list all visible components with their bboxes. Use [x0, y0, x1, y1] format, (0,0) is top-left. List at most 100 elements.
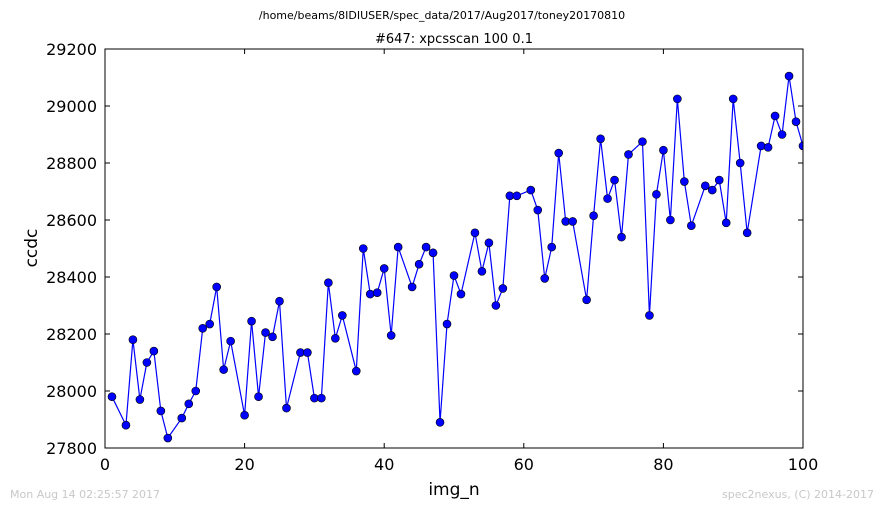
y-tick-label: 28800 — [46, 154, 97, 173]
data-point — [184, 399, 194, 409]
data-point — [721, 218, 731, 228]
y-tick-label: 28200 — [46, 325, 97, 344]
data-point — [687, 221, 696, 230]
y-tick-label: 29000 — [46, 97, 97, 116]
data-point — [582, 295, 591, 305]
y-tick-label: 28600 — [46, 211, 97, 230]
plot-area — [107, 71, 803, 443]
data-point — [379, 264, 389, 273]
data-point — [219, 365, 228, 374]
data-point — [491, 301, 501, 310]
data-point — [331, 333, 340, 343]
data-point — [624, 150, 633, 159]
data-point — [700, 181, 710, 191]
data-point — [477, 266, 487, 276]
y-tick-label: 28400 — [46, 268, 97, 287]
data-point — [142, 358, 152, 367]
data-point — [268, 332, 277, 342]
data-point — [610, 175, 619, 185]
data-point — [756, 141, 766, 151]
x-tick-label: 100 — [788, 455, 819, 474]
data-point — [770, 111, 780, 121]
data-point — [791, 117, 801, 126]
timestamp-footer: Mon Aug 14 02:25:57 2017 — [10, 488, 160, 501]
data-point — [338, 311, 347, 320]
data-point — [261, 328, 270, 337]
data-point — [484, 238, 494, 248]
data-point — [428, 248, 438, 258]
x-tick-label: 80 — [653, 455, 673, 474]
x-tick-label: 0 — [100, 455, 110, 474]
data-point — [414, 259, 424, 269]
axis-ticks: 0 20 40 60 80 100 27800 28000 28200 28400 28600 288… — [46, 40, 818, 474]
data-point — [121, 420, 131, 430]
data-point — [442, 319, 452, 329]
data-point — [680, 177, 689, 186]
data-point — [666, 215, 675, 225]
y-tick-label: 29200 — [46, 40, 97, 59]
data-point — [498, 284, 508, 293]
data-point — [547, 242, 557, 252]
data-point — [324, 278, 333, 288]
data-point — [407, 282, 417, 292]
data-point — [226, 336, 235, 346]
data-point — [714, 175, 724, 185]
x-tick-label: 20 — [234, 455, 254, 474]
data-point — [533, 205, 543, 215]
data-point — [707, 185, 717, 195]
chart-title: #647: xpcsscan 100 0.1 — [375, 32, 533, 47]
x-axis-label: img_n — [428, 480, 479, 500]
data-point — [735, 158, 745, 168]
data-point — [728, 94, 738, 104]
data-point — [303, 348, 312, 357]
data-point — [777, 130, 787, 139]
data-point — [596, 134, 605, 144]
x-tick-label: 40 — [374, 455, 394, 474]
credit-footer: spec2nexus, (C) 2014-2017 — [722, 488, 874, 501]
data-point — [659, 145, 668, 155]
data-point — [254, 392, 263, 402]
data-point — [512, 191, 522, 201]
data-point — [107, 392, 117, 402]
data-point — [393, 242, 403, 252]
plot-frame — [104, 48, 804, 449]
data-point — [212, 282, 221, 292]
data-point — [240, 410, 249, 420]
data-point — [135, 395, 145, 404]
suptitle: /home/beams/8IDIUSER/spec_data/2017/Aug2… — [259, 9, 625, 22]
data-point — [652, 190, 661, 199]
data-point — [554, 148, 564, 158]
data-point — [156, 406, 166, 416]
data-point — [589, 211, 598, 221]
data-point — [526, 185, 536, 195]
data-point — [198, 323, 208, 333]
data-point — [645, 311, 654, 320]
data-point — [247, 316, 256, 326]
data-point — [673, 94, 682, 104]
data-point — [449, 271, 459, 280]
data-point — [568, 217, 577, 226]
data-point — [470, 228, 480, 238]
data-point — [205, 319, 214, 329]
data-point — [617, 232, 626, 242]
data-point — [742, 228, 752, 238]
data-point — [421, 242, 431, 252]
data-point — [638, 137, 647, 146]
y-tick-label: 27800 — [46, 439, 97, 458]
data-point — [149, 346, 159, 356]
data-point — [282, 403, 291, 413]
y-tick-label: 28000 — [46, 382, 97, 401]
data-point — [435, 418, 445, 427]
data-point — [177, 413, 187, 423]
data-point — [798, 141, 803, 151]
y-axis-label: ccdc — [22, 229, 42, 268]
data-point — [540, 274, 550, 283]
data-point — [163, 433, 173, 443]
data-point — [128, 335, 138, 345]
x-tick-label: 60 — [514, 455, 534, 474]
data-point — [365, 289, 375, 299]
data-point — [351, 366, 361, 376]
data-point — [603, 194, 612, 203]
data-point — [191, 386, 201, 396]
